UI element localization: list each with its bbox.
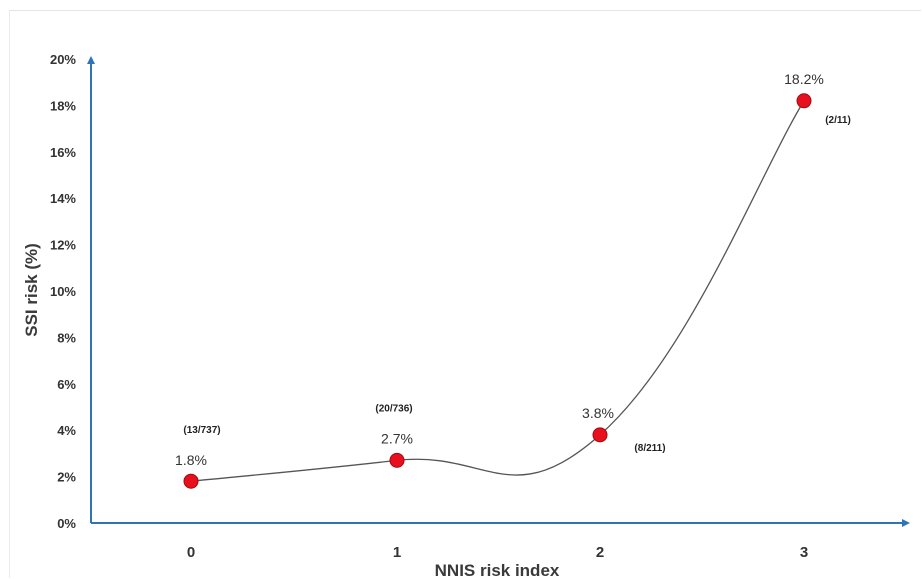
- x-tick-label: 0: [187, 544, 195, 561]
- value-label: 18.2%: [784, 71, 824, 87]
- series-line: [190, 100, 805, 482]
- y-tick-label: 4%: [57, 423, 76, 438]
- count-label: (20/736): [375, 403, 412, 414]
- data-point-3: [796, 93, 812, 109]
- x-tick-label: 1: [393, 544, 401, 561]
- x-tick-labels: 0 1 2 3: [187, 544, 808, 561]
- data-points: [183, 93, 812, 489]
- y-tick-label: 12%: [50, 238, 76, 253]
- y-axis-title: SSI risk (%): [22, 243, 41, 337]
- y-tick-label: 14%: [50, 191, 76, 206]
- value-label: 3.8%: [582, 405, 614, 421]
- data-labels: 1.8% (13/737) 2.7% (20/736) 3.8% (8/211) 18.2%…: [175, 71, 851, 468]
- y-tick-label: 0%: [57, 516, 76, 531]
- y-tick-label: 10%: [50, 284, 76, 299]
- count-label: (13/737): [183, 425, 220, 436]
- x-axis-arrowhead: [902, 519, 910, 527]
- data-point-2: [592, 427, 608, 443]
- y-axis-arrowhead: [87, 56, 95, 64]
- y-tick-label: 6%: [57, 377, 76, 392]
- count-label: (2/11): [825, 115, 851, 126]
- y-tick-label: 20%: [50, 52, 76, 67]
- y-tick-label: 16%: [50, 145, 76, 160]
- x-tick-label: 3: [800, 544, 808, 561]
- y-tick-label: 2%: [57, 470, 76, 485]
- value-label: 1.8%: [175, 452, 207, 468]
- axes: [87, 56, 910, 527]
- chart-frame: [9, 10, 921, 578]
- y-tick-label: 8%: [57, 330, 76, 345]
- y-tick-label: 18%: [50, 98, 76, 113]
- data-point-1: [389, 452, 405, 468]
- data-point-0: [183, 473, 199, 489]
- x-tick-label: 2: [596, 544, 604, 561]
- value-label: 2.7%: [381, 430, 413, 446]
- count-label: (8/211): [634, 443, 665, 454]
- y-tick-labels: 0% 2% 4% 6% 8% 10% 12% 14% 16% 18% 20%: [50, 52, 76, 531]
- x-axis-title: NNIS risk index: [435, 561, 560, 579]
